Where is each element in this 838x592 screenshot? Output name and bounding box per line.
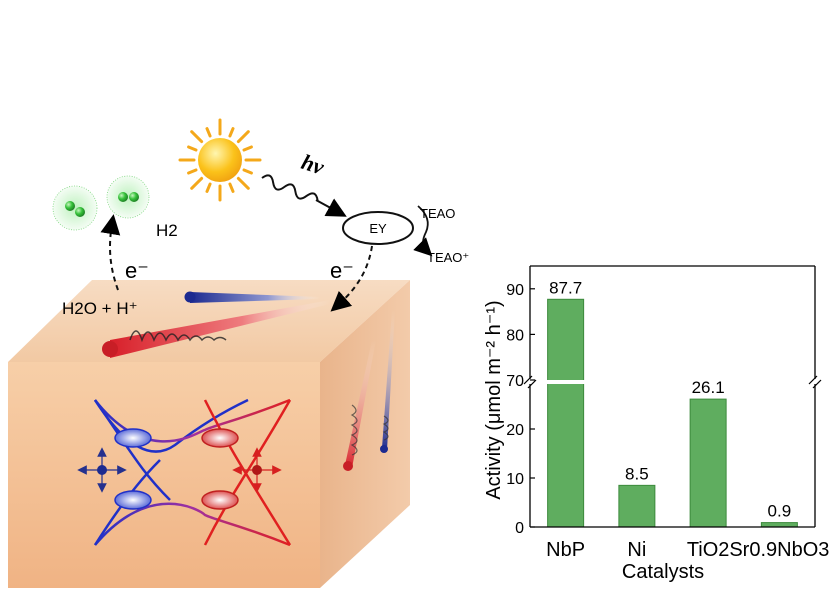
red-band-right: [203, 399, 292, 546]
crystal-front-face: [8, 362, 320, 588]
sun-ray: [236, 130, 250, 144]
sun-ray: [228, 182, 235, 193]
bar-sr0-9nbo3: [760, 522, 798, 528]
e-right-label: e⁻: [330, 258, 354, 283]
teao-arrow: [413, 205, 433, 257]
photon-wave: [261, 174, 319, 201]
side-blue-beam: [382, 310, 395, 450]
axis-break-mark: [812, 379, 822, 389]
side-electron-beams: [343, 310, 395, 471]
y-tick-label: 0: [515, 520, 524, 537]
side-red-beam-head: [343, 461, 353, 471]
sun-ray: [205, 182, 212, 193]
axis-break-gap: [809, 379, 821, 384]
red-lobe-bottom: [201, 490, 239, 510]
side-blue-beam-head: [380, 445, 388, 453]
sun-ray: [228, 127, 235, 138]
chart-value-labels: 87.7 8.5 26.1 0.9: [549, 278, 791, 520]
h2-label: H2: [156, 221, 178, 240]
ey-cycle: [342, 211, 414, 245]
bar-value-label: 0.9: [768, 502, 792, 521]
chart-axes: [523, 265, 822, 528]
red-beam: [110, 300, 330, 358]
bar-value-label: 87.7: [549, 278, 582, 297]
h2-molecule-icon: [52, 175, 150, 231]
category-label: TiO2: [687, 539, 730, 561]
bar-value-label: 8.5: [625, 464, 649, 483]
axis-break-mark: [523, 375, 533, 385]
y-tick-label: 70: [506, 373, 524, 390]
category-label: NbP: [546, 539, 585, 561]
sun-ray: [242, 145, 253, 152]
axis-break-gap: [524, 379, 536, 384]
axis-break-mark: [527, 379, 537, 389]
surface-electron-beams: [102, 291, 330, 358]
y-tick-label: 90: [506, 282, 524, 299]
red-lobe-top: [201, 428, 239, 448]
e-left-label: e⁻: [125, 258, 149, 283]
mixed-lower-band: [94, 502, 291, 547]
blue-lobe-bottom: [114, 490, 152, 510]
teao-plus-label: TEAO⁺: [427, 250, 469, 265]
bar-tio2: [689, 398, 727, 528]
sun-ray: [187, 168, 198, 175]
water-label: H2O + H⁺: [62, 299, 138, 318]
y-tick-label: 20: [506, 422, 524, 439]
side-spiral: [350, 404, 389, 456]
blue-beam-head: [184, 291, 196, 303]
category-label: Sr0.9NbO3: [729, 539, 829, 561]
beam-spiral: [129, 330, 227, 343]
sun-icon: [178, 118, 262, 202]
axis-break-mark: [808, 375, 818, 385]
red-beam-head: [102, 341, 118, 357]
band-crossing-lines: [93, 399, 171, 546]
chart-ticks: 0 10 20 70 80 90: [506, 282, 535, 537]
sun-ray: [205, 127, 212, 138]
bar-break-gap: [546, 380, 585, 384]
bar-ni: [618, 484, 656, 528]
activity-bar-chart: 0 10 20 70 80 90 87.7 8.5 26.1 0.9 NbP Ni TiO2 Sr0.…: [483, 265, 829, 583]
sun-ray: [187, 145, 198, 152]
ey-to-crystal-arrow: [330, 245, 373, 312]
sun-ray: [190, 130, 204, 144]
chart-bars: [546, 298, 798, 528]
chart-category-labels: NbP Ni TiO2 Sr0.9NbO3: [546, 539, 829, 561]
crystal-side-face: [320, 280, 410, 588]
photon-arrow: [315, 198, 347, 217]
blue-weyl-node: [77, 447, 127, 493]
y-tick-label: 10: [506, 471, 524, 488]
hv-label: hν: [298, 149, 327, 180]
blue-beam: [190, 292, 320, 303]
x-axis-label: Catalysts: [622, 561, 704, 583]
weyl-cone-diagram: [77, 398, 292, 547]
teao-label: TEAO: [420, 206, 455, 221]
sun-ray: [242, 168, 253, 175]
bar-value-label: 26.1: [692, 378, 725, 397]
ey-label: EY: [369, 221, 387, 236]
sun-ray: [236, 176, 250, 190]
y-axis-label: Activity (μmol m⁻² h⁻¹): [483, 300, 505, 499]
y-tick-label: 80: [506, 327, 524, 344]
category-label: Ni: [627, 539, 646, 561]
sun-ray: [190, 176, 204, 190]
bar-nbp: [547, 298, 585, 528]
blue-lobe-top: [114, 428, 152, 448]
red-weyl-node: [232, 447, 282, 493]
